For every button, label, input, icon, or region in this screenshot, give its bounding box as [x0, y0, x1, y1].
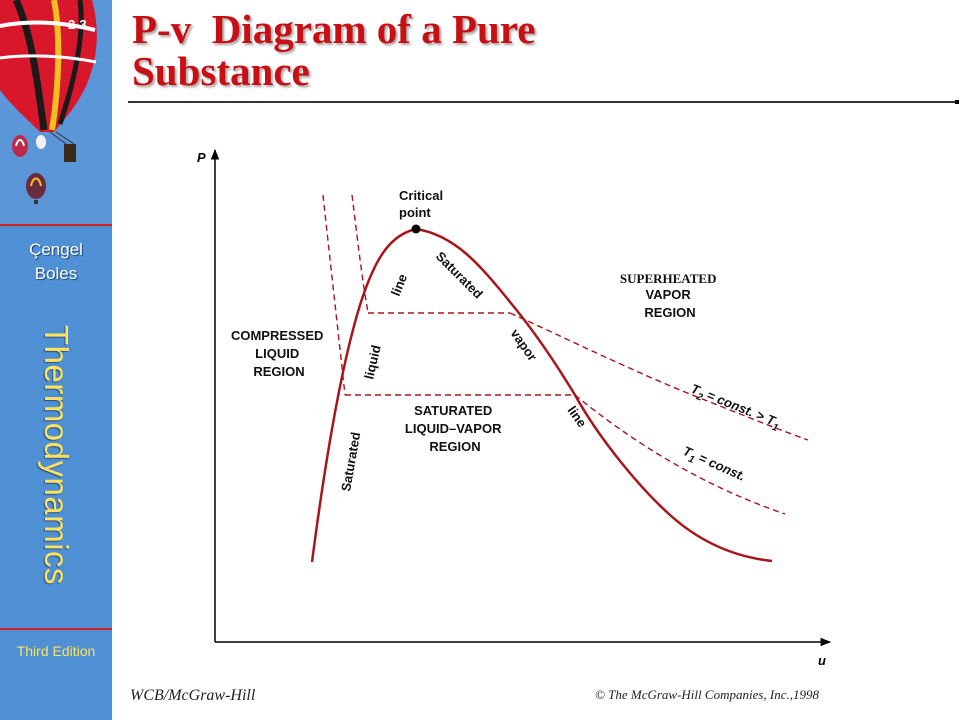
isotherm-t1-label: T1 = const. — [679, 443, 748, 487]
title-underline-end — [955, 100, 959, 104]
sat-vapor-word-2: vapor — [508, 326, 541, 364]
slide-title: P-v Diagram of a Pure Substance — [132, 8, 535, 92]
critical-point-marker — [411, 224, 421, 234]
mixture-line-1: SATURATED — [414, 403, 492, 418]
pv-diagram: P u Critical point COMPRESSED LIQUID REG… — [197, 148, 832, 668]
mixture-line-2: LIQUID–VAPOR — [405, 421, 502, 436]
compressed-liquid-label: COMPRESSED LIQUID REGION — [231, 328, 327, 379]
isotherm-t2-label: T2 = const. > T1 — [687, 381, 783, 434]
author-boles: Boles — [34, 264, 78, 283]
compressed-line-1: COMPRESSED — [231, 328, 323, 343]
superheated-line-1: SUPERHEATED — [620, 271, 717, 286]
saturated-liquid-line — [310, 227, 417, 563]
critical-point-line-2: point — [399, 205, 431, 220]
hot-air-balloon-image — [0, 0, 112, 225]
saturated-mixture-label: SATURATED LIQUID–VAPOR REGION — [405, 403, 505, 454]
superheated-vapor-label: SUPERHEATED VAPOR REGION — [620, 271, 720, 320]
title-line-2: Substance — [132, 48, 310, 94]
copyright-label: © The McGraw-Hill Companies, Inc.,1998 — [595, 687, 819, 702]
sat-liquid-word-2: liquid — [361, 343, 383, 380]
sat-liquid-word-3: line — [388, 272, 410, 298]
book-title: Thermodynamics — [38, 324, 75, 586]
superheated-line-2: VAPOR — [646, 287, 692, 302]
superheated-line-3: REGION — [644, 305, 695, 320]
sidebar-top-rule — [0, 224, 112, 226]
edition-label: Third Edition — [16, 643, 96, 659]
isotherm-t1 — [322, 194, 786, 515]
title-line-1: P-v Diagram of a Pure — [132, 6, 536, 52]
sat-vapor-word-1: Saturated — [433, 249, 486, 302]
critical-point-line-1: Critical — [399, 188, 443, 203]
publisher-label: WCB/McGraw-Hill — [130, 687, 256, 704]
mixture-line-3: REGION — [429, 439, 480, 454]
compressed-line-2: LIQUID — [255, 346, 299, 361]
x-axis-label: u — [818, 653, 826, 668]
compressed-line-3: REGION — [253, 364, 304, 379]
y-axis-label: P — [197, 150, 206, 165]
isotherm-t2 — [351, 194, 809, 441]
sat-vapor-word-3: line — [565, 403, 590, 430]
critical-point-label: Critical point — [399, 188, 447, 220]
author-cengel: Çengel — [29, 240, 83, 259]
sidebar: 2-3 Çengel Boles Thermodynamics Third Ed… — [0, 0, 112, 720]
title-underline — [128, 101, 958, 103]
sidebar-bottom-rule — [0, 628, 112, 630]
slide-number: 2-3 — [68, 17, 87, 32]
sat-liquid-word-1: Saturated — [338, 431, 363, 493]
